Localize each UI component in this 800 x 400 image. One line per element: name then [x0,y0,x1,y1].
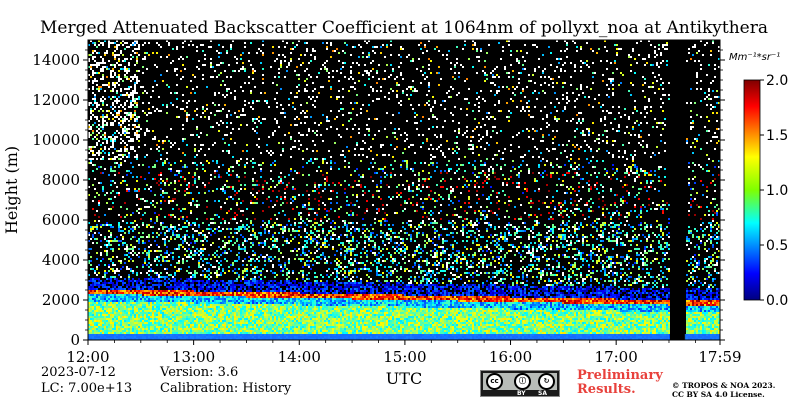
preliminary-line2: Results. [577,383,663,397]
y-tick-label: 8000 [42,171,80,189]
x-axis-label: UTC [386,369,422,388]
attribution-icon: ⓘ [514,373,531,390]
x-tick-label: 17:00 [595,348,638,366]
copyright-note: © TROPOS & NOA 2023. CC BY SA 4.0 Licens… [672,381,775,399]
colorbar-tick-label: 0.0 [766,293,788,309]
y-tick-label: 4000 [42,251,80,269]
version-label: Version: 3.6 [160,365,238,380]
colorbar-tick-label: 2.0 [766,73,788,89]
preliminary-line1: Preliminary [577,369,663,383]
cc-icon: cc [486,373,503,390]
colorbar-tick-label: 0.5 [766,238,788,254]
calibration-label: Calibration: History [160,381,291,396]
date-label: 2023-07-12 [41,365,116,380]
badge-by-text: BY [517,390,526,397]
near-surface-layer [685,334,720,340]
colorbar-gradient [744,80,760,300]
cc-license-logo: cc ⓘ ↻ BY SA [480,370,560,397]
near-surface-layer [88,334,669,340]
copyright-line1: © TROPOS & NOA 2023. [672,381,775,390]
y-tick-label: 10000 [32,131,80,149]
x-tick-label: 15:00 [383,348,426,366]
x-tick-label: 13:00 [172,348,215,366]
x-tick-label: 14:00 [278,348,321,366]
x-tick-label: 16:00 [489,348,532,366]
badge-sa-text: SA [538,390,547,397]
chart-title: Merged Attenuated Backscatter Coefficien… [40,18,768,38]
y-tick-label: 6000 [42,211,80,229]
y-axis-label: Height (m) [2,146,21,234]
x-tick-label: 12:00 [66,348,109,366]
colorbar: Mm⁻¹*sr⁻¹ 0.0 0.5 1.0 1.5 2.0 [729,52,788,309]
y-tick-label: 12000 [32,91,80,109]
preliminary-results-note: Preliminary Results. [577,369,663,397]
y-tick-label: 14000 [32,51,80,69]
y-tick-label: 0 [70,331,80,349]
copyright-line2: CC BY SA 4.0 License. [672,390,775,399]
lc-label: LC: 7.00e+13 [41,381,132,396]
share-alike-icon: ↻ [538,373,555,390]
x-tick-label: 17:59 [698,348,741,366]
colorbar-unit-label: Mm⁻¹*sr⁻¹ [729,52,780,63]
colorbar-tick-label: 1.0 [766,183,788,199]
colorbar-tick-label: 1.5 [766,128,788,144]
y-tick-label: 2000 [42,291,80,309]
